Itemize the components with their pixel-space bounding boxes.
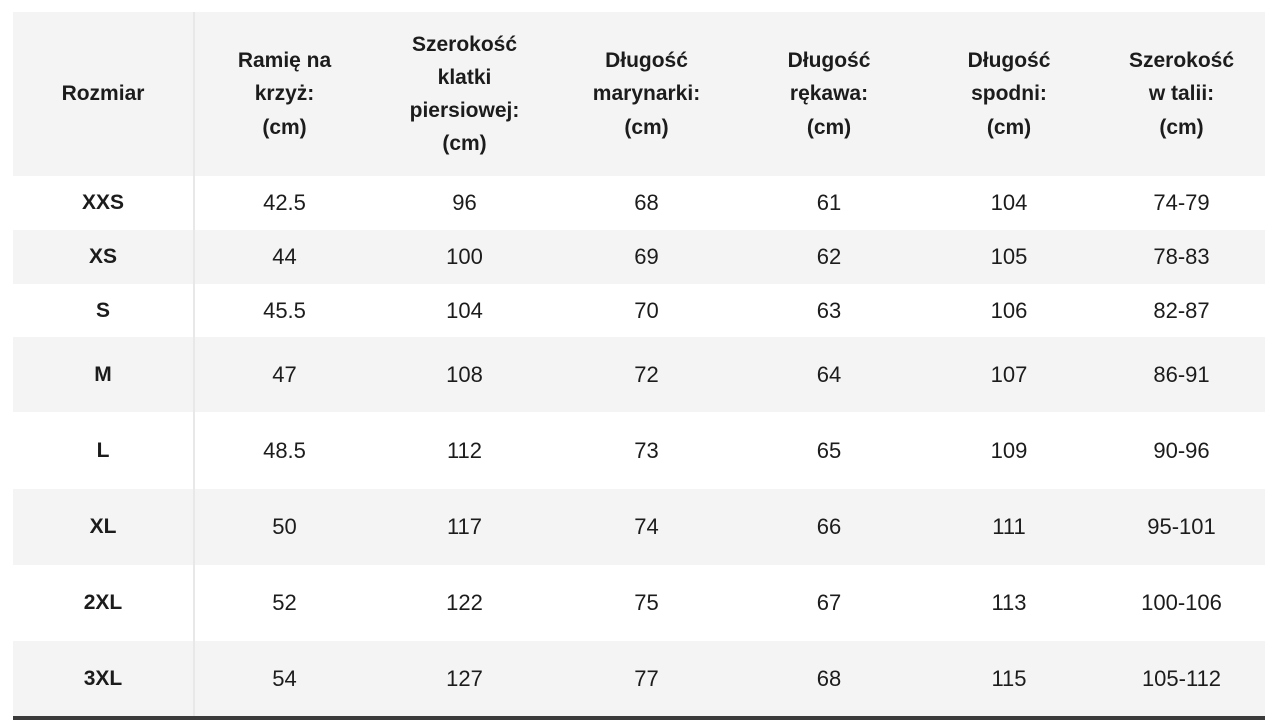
column-header: Długość marynarki: (cm)	[555, 12, 738, 176]
value-cell: 82-87	[1153, 297, 1210, 323]
bottom-divider	[13, 716, 1265, 720]
size-cell: 2XL	[13, 565, 195, 641]
value-cell: 74	[634, 514, 659, 539]
value-cell: 117	[446, 514, 483, 539]
value-cell: 104	[446, 297, 483, 323]
size-cell: XL	[13, 489, 195, 565]
value-cell: 47	[272, 361, 297, 387]
value-cell: 107	[990, 361, 1028, 387]
value-cell: 100-106	[1141, 590, 1222, 615]
column-header: Szerokość w talii: (cm)	[1098, 12, 1265, 176]
value-cell: 69	[634, 244, 659, 269]
column-header: Rozmiar	[13, 12, 195, 176]
value-cell: 112	[446, 437, 483, 463]
value-cell: 104	[990, 190, 1028, 215]
value-cell: 52	[272, 590, 297, 615]
table-row: L 48.5 112 73 65 109 90-96	[13, 412, 1265, 489]
value-cell: 62	[816, 244, 842, 269]
value-cell: 42.5	[263, 190, 306, 215]
size-cell: M	[13, 337, 195, 412]
value-cell: 68	[634, 190, 659, 215]
value-cell: 108	[446, 361, 483, 387]
value-cell: 64	[816, 361, 842, 387]
value-cell: 100	[446, 244, 483, 269]
table-body: XXS 42.5 96 68 61 104 74-79 XS 44 100 69 62 105 78-83…	[13, 176, 1265, 716]
value-cell: 67	[816, 590, 842, 615]
value-cell: 63	[816, 297, 842, 323]
value-cell: 61	[816, 190, 842, 215]
value-cell: 44	[272, 244, 297, 269]
value-cell: 68	[816, 665, 842, 691]
value-cell: 77	[634, 665, 659, 691]
value-cell: 86-91	[1153, 361, 1210, 387]
value-cell: 73	[634, 437, 659, 463]
header-row: Rozmiar Ramię na krzyż: (cm) Szerokość kla…	[13, 12, 1265, 176]
value-cell: 90-96	[1153, 437, 1210, 463]
size-cell: S	[13, 284, 195, 337]
value-cell: 96	[452, 190, 477, 215]
column-header: Długość rękawa: (cm)	[738, 12, 920, 176]
value-cell: 95-101	[1147, 514, 1216, 539]
table-row: M 47 108 72 64 107 86-91	[13, 337, 1265, 412]
value-cell: 65	[816, 437, 842, 463]
size-chart-table: Rozmiar Ramię na krzyż: (cm) Szerokość kla…	[13, 12, 1266, 716]
table-row: 2XL 52 122 75 67 113 100-106	[13, 565, 1265, 641]
value-cell: 70	[634, 297, 659, 323]
value-cell: 45.5	[263, 297, 306, 323]
value-cell: 113	[991, 590, 1027, 615]
value-cell: 72	[634, 361, 659, 387]
size-cell: L	[13, 412, 195, 489]
value-cell: 105	[990, 244, 1028, 269]
column-header: Szerokość klatki piersiowej: (cm)	[374, 12, 555, 176]
value-cell: 106	[990, 297, 1028, 323]
value-cell: 122	[446, 590, 483, 615]
column-header: Długość spodni: (cm)	[920, 12, 1098, 176]
table-row: XL 50 117 74 66 111 95-101	[13, 489, 1265, 565]
value-cell: 109	[990, 437, 1028, 463]
table-row: XXS 42.5 96 68 61 104 74-79	[13, 176, 1265, 230]
value-cell: 115	[991, 665, 1027, 691]
size-cell: XS	[13, 230, 195, 284]
table-row: XS 44 100 69 62 105 78-83	[13, 230, 1265, 284]
value-cell: 111	[992, 514, 1026, 539]
value-cell: 78-83	[1153, 244, 1210, 269]
value-cell: 75	[634, 590, 659, 615]
column-header: Ramię na krzyż: (cm)	[194, 12, 374, 176]
table-row: 3XL 54 127 77 68 115 105-112	[13, 641, 1265, 716]
value-cell: 66	[816, 514, 842, 539]
table-row: S 45.5 104 70 63 106 82-87	[13, 284, 1265, 337]
value-cell: 74-79	[1153, 190, 1210, 215]
value-cell: 54	[272, 665, 297, 691]
value-cell: 48.5	[263, 437, 306, 463]
size-cell: XXS	[13, 176, 195, 230]
value-cell: 50	[272, 514, 297, 539]
value-cell: 127	[446, 665, 483, 691]
value-cell: 105-112	[1141, 665, 1222, 691]
size-cell: 3XL	[13, 641, 195, 716]
